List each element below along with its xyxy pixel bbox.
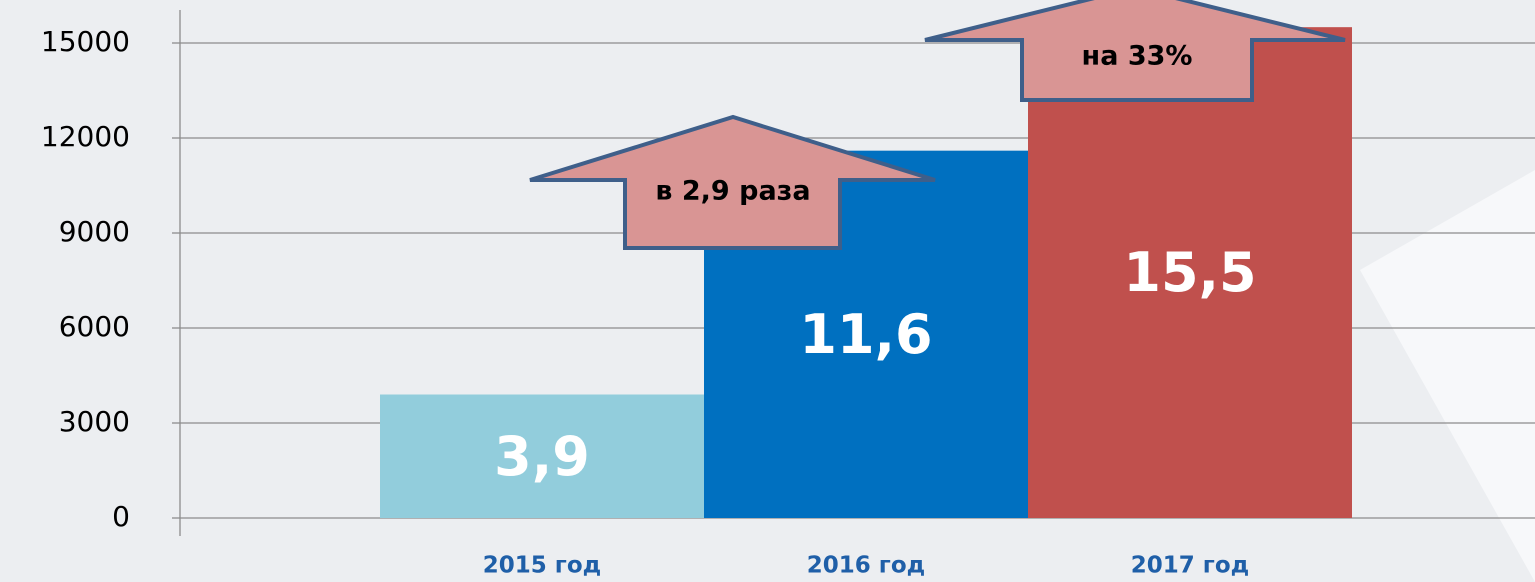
x-tick-label: 2017 год: [1131, 553, 1249, 579]
value-label: 3,9: [494, 425, 590, 488]
bars: 3,9 11,6 15,5: [380, 27, 1352, 519]
y-tick-label: 9000: [59, 215, 130, 248]
bar: [1028, 27, 1352, 519]
annotation: на 33%: [1082, 41, 1193, 72]
y-tick-label: 3000: [59, 405, 130, 438]
x-tick-label: 2015 год: [483, 553, 601, 579]
value-label: 15,5: [1123, 241, 1256, 304]
background-shape: [1360, 170, 1535, 582]
y-tick-label: 12000: [41, 120, 130, 153]
annotation: в 2,9 раза: [655, 176, 810, 207]
x-tick-label: 2016 год: [807, 553, 925, 579]
bar: [380, 394, 704, 518]
y-tick-label: 0: [112, 500, 130, 533]
value-label: 11,6: [799, 303, 932, 366]
arrow: [924, 0, 1346, 102]
y-tick-label: 15000: [41, 25, 130, 58]
y-tick-label: 6000: [59, 310, 130, 343]
arrow: [529, 114, 936, 250]
